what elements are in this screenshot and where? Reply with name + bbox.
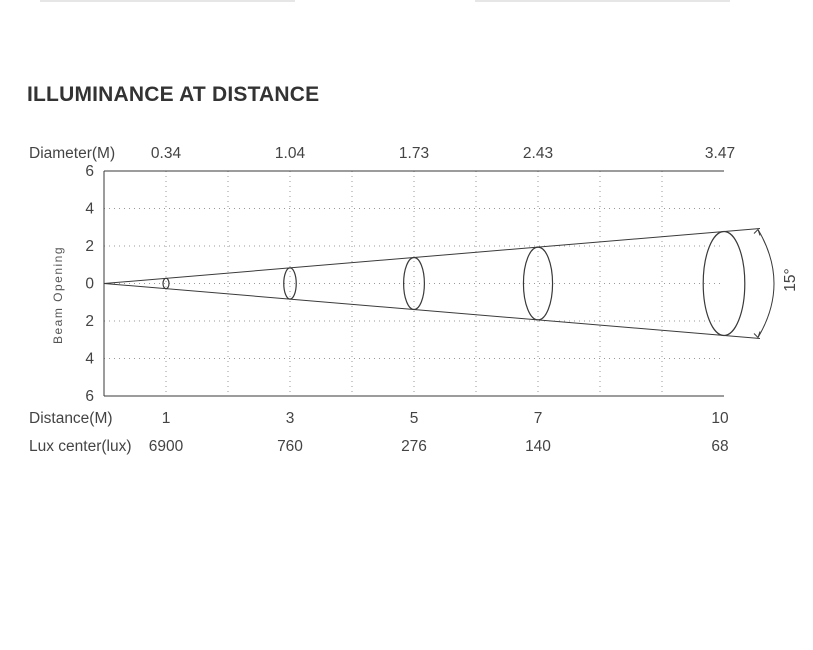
lux-row-label: Lux center(lux) — [29, 438, 132, 455]
beam-edge-upper — [103, 227, 761, 284]
top-divider-right — [475, 0, 730, 2]
y-tick-label: 0 — [85, 276, 94, 293]
beam-angle-arc — [757, 229, 775, 338]
y-tick-label: 2 — [85, 238, 94, 255]
beam-cross-section — [702, 230, 746, 337]
y-axis-label: Beam Opening — [51, 246, 65, 344]
diameter-row-label: Diameter(M) — [29, 145, 115, 162]
diameter-value: 1.04 — [275, 145, 306, 162]
distance-value: 3 — [286, 410, 295, 427]
lux-value: 6900 — [149, 438, 184, 455]
lux-value: 68 — [711, 438, 728, 455]
distance-row-label: Distance(M) — [29, 410, 113, 427]
labels: Diameter(M) Distance(M) Lux center(lux) … — [29, 145, 799, 455]
diameter-value: 3.47 — [705, 145, 735, 162]
beam-cone — [103, 227, 775, 340]
beam-cross-section — [162, 277, 170, 290]
diameter-value: 0.34 — [151, 145, 182, 162]
distance-value: 1 — [162, 410, 171, 427]
top-divider-left — [40, 0, 295, 2]
lux-value: 760 — [277, 438, 303, 455]
y-tick-label: 4 — [85, 351, 94, 368]
lux-value: 276 — [401, 438, 427, 455]
grid — [104, 171, 724, 396]
y-tick-label: 2 — [85, 313, 94, 330]
y-tick-label: 4 — [85, 201, 94, 218]
beam-edge-lower — [103, 283, 761, 340]
axes: 6 4 2 0 2 4 6 — [85, 163, 724, 405]
beam-angle-label: 15° — [782, 268, 799, 291]
y-tick-label: 6 — [85, 388, 94, 405]
y-tick-label: 6 — [85, 163, 94, 180]
distance-value: 5 — [410, 410, 419, 427]
distance-value: 10 — [711, 410, 729, 427]
diameter-value: 2.43 — [523, 145, 553, 162]
distance-value: 7 — [534, 410, 543, 427]
lux-value: 140 — [525, 438, 551, 455]
diameter-value: 1.73 — [399, 145, 429, 162]
beam-angle-arrow-bottom — [753, 331, 761, 339]
beam-cross-section — [283, 267, 297, 300]
beam-cross-section — [403, 256, 426, 311]
page-title: ILLUMINANCE AT DISTANCE — [27, 83, 320, 106]
beam-cross-section — [522, 246, 554, 321]
beam-angle-arrow-top — [753, 228, 761, 236]
